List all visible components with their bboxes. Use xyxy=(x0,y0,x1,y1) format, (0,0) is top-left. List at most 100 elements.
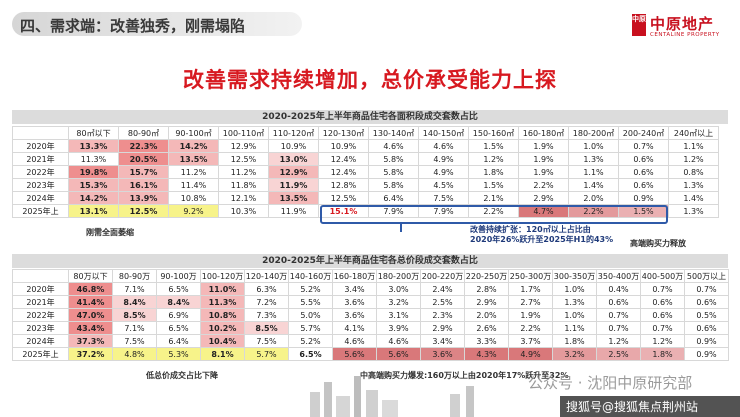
table-cell: 0.7% xyxy=(596,321,641,335)
table-cell: 5.2% xyxy=(288,282,333,296)
table-cell: 3.2% xyxy=(376,295,421,309)
table-cell: 2.0% xyxy=(568,191,619,205)
table-cell: 12.1% xyxy=(218,191,269,205)
table-cell: 13.3% xyxy=(68,139,119,153)
row-label: 2024年 xyxy=(12,334,69,348)
column-header: 90-100万 xyxy=(156,269,201,283)
table-cell: 5.7% xyxy=(288,321,333,335)
table-cell: 10.4% xyxy=(200,334,245,348)
column-header: 200-220万 xyxy=(420,269,465,283)
callout-connector xyxy=(400,222,402,232)
corner-cell xyxy=(12,126,69,140)
table-cell: 47.0% xyxy=(68,308,113,322)
table2-title: 2020-2025年上半年商品住宅各总价段成交套数占比 xyxy=(12,254,728,268)
table-cell: 13.5% xyxy=(168,152,219,166)
table-row: 2020年 46.8% 7.1% 6.5% 11.0% 6.3% 5.2% 3.4% 3.0% 2… xyxy=(12,282,729,296)
table-cell: 0.7% xyxy=(684,282,729,296)
column-header: 300-350万 xyxy=(552,269,597,283)
table-cell: 4.6% xyxy=(418,139,469,153)
table-cell: 3.4% xyxy=(420,334,465,348)
column-header: 180-200㎡ xyxy=(568,126,619,140)
table-cell: 2.9% xyxy=(464,295,509,309)
logo-en-text: CENTALINE PROPERTY xyxy=(650,32,720,38)
table-cell: 1.3% xyxy=(668,204,719,218)
table-cell: 3.0% xyxy=(376,282,421,296)
table-row: 2025年上 37.2% 4.8% 5.3% 8.1% 5.7% 6.5% 5.6% 5.6% 3… xyxy=(12,347,729,361)
table-cell: 13.1% xyxy=(68,204,119,218)
table-cell: 1.2% xyxy=(468,152,519,166)
table-cell: 1.2% xyxy=(668,152,719,166)
column-header: 200-240㎡ xyxy=(618,126,669,140)
table-cell: 0.6% xyxy=(640,308,685,322)
table-cell: 11.9% xyxy=(268,178,319,192)
table-cell: 6.3% xyxy=(244,282,289,296)
table-cell: 5.7% xyxy=(244,347,289,361)
column-header: 80万以下 xyxy=(68,269,113,283)
table-cell: 1.0% xyxy=(552,282,597,296)
table-row: 2024年 14.2% 13.9% 10.8% 12.1% 13.5% 12.5% 6.4% 7… xyxy=(12,191,719,205)
callout-box xyxy=(320,205,668,224)
table-cell: 3.7% xyxy=(508,334,553,348)
table-cell: 1.5% xyxy=(468,139,519,153)
table-cell: 8.4% xyxy=(156,295,201,309)
table-cell: 14.2% xyxy=(68,191,119,205)
headline: 改善需求持续增加，总价承受能力上探 xyxy=(183,68,557,92)
table-cell: 5.8% xyxy=(368,152,419,166)
table-cell: 2.0% xyxy=(464,308,509,322)
table-cell: 12.4% xyxy=(318,165,369,179)
table-cell: 43.4% xyxy=(68,321,113,335)
table-cell: 1.8% xyxy=(552,334,597,348)
row-label: 2020年 xyxy=(12,139,69,153)
table-cell: 8.4% xyxy=(112,295,157,309)
table-cell: 5.3% xyxy=(156,347,201,361)
table-cell: 4.9% xyxy=(418,165,469,179)
table-cell: 1.9% xyxy=(518,152,569,166)
column-header: 130-140㎡ xyxy=(368,126,419,140)
table-cell: 11.9% xyxy=(268,204,319,218)
table-cell: 5.5% xyxy=(288,295,333,309)
table-cell: 3.6% xyxy=(332,308,377,322)
table-row: 2021年 41.4% 8.4% 8.4% 11.3% 7.2% 5.5% 3.6% 3.2% 2… xyxy=(12,295,729,309)
column-header: 120-130㎡ xyxy=(318,126,369,140)
column-header: 150-160㎡ xyxy=(468,126,519,140)
table-cell: 15.3% xyxy=(68,178,119,192)
table-cell: 37.3% xyxy=(68,334,113,348)
table-cell: 3.4% xyxy=(332,282,377,296)
row-label: 2024年 xyxy=(12,191,69,205)
column-header: 100-120万 xyxy=(200,269,245,283)
section-tab xyxy=(12,12,302,36)
column-header: 90-100㎡ xyxy=(168,126,219,140)
row-label: 2020年 xyxy=(12,282,69,296)
table-cell: 0.6% xyxy=(618,152,669,166)
table-cell: 10.9% xyxy=(318,139,369,153)
column-header: 100-110㎡ xyxy=(218,126,269,140)
column-header: 350-400万 xyxy=(596,269,641,283)
table-cell: 46.8% xyxy=(68,282,113,296)
column-header: 80-90万 xyxy=(112,269,157,283)
table-cell: 1.9% xyxy=(518,165,569,179)
table-cell: 1.9% xyxy=(518,139,569,153)
table-cell: 12.5% xyxy=(118,204,169,218)
table-cell: 0.5% xyxy=(684,308,729,322)
table-cell: 4.9% xyxy=(508,347,553,361)
table-cell: 1.9% xyxy=(508,308,553,322)
table-row: 2023年 43.4% 7.1% 6.5% 10.2% 8.5% 5.7% 4.1% 3.9% 2… xyxy=(12,321,729,335)
table-cell: 5.8% xyxy=(368,178,419,192)
table-cell: 7.3% xyxy=(244,308,289,322)
table-cell: 1.2% xyxy=(596,334,641,348)
table-cell: 11.2% xyxy=(218,165,269,179)
table-cell: 5.6% xyxy=(376,347,421,361)
area-share-table: 80㎡以下 80-90㎡ 90-100㎡ 100-110㎡ 110-120㎡ 120-13… xyxy=(12,126,719,218)
table-cell: 3.2% xyxy=(552,347,597,361)
table-cell: 0.6% xyxy=(684,321,729,335)
row-label: 2023年 xyxy=(12,321,69,335)
table1-note-right: 高端购买力释放 xyxy=(630,239,686,248)
table-cell: 0.7% xyxy=(640,321,685,335)
table-cell: 2.4% xyxy=(420,282,465,296)
table-cell: 0.9% xyxy=(618,191,669,205)
table-cell: 1.1% xyxy=(568,165,619,179)
table-cell: 19.8% xyxy=(68,165,119,179)
table-cell: 2.6% xyxy=(464,321,509,335)
table-cell: 4.3% xyxy=(464,347,509,361)
table-cell: 7.1% xyxy=(112,282,157,296)
